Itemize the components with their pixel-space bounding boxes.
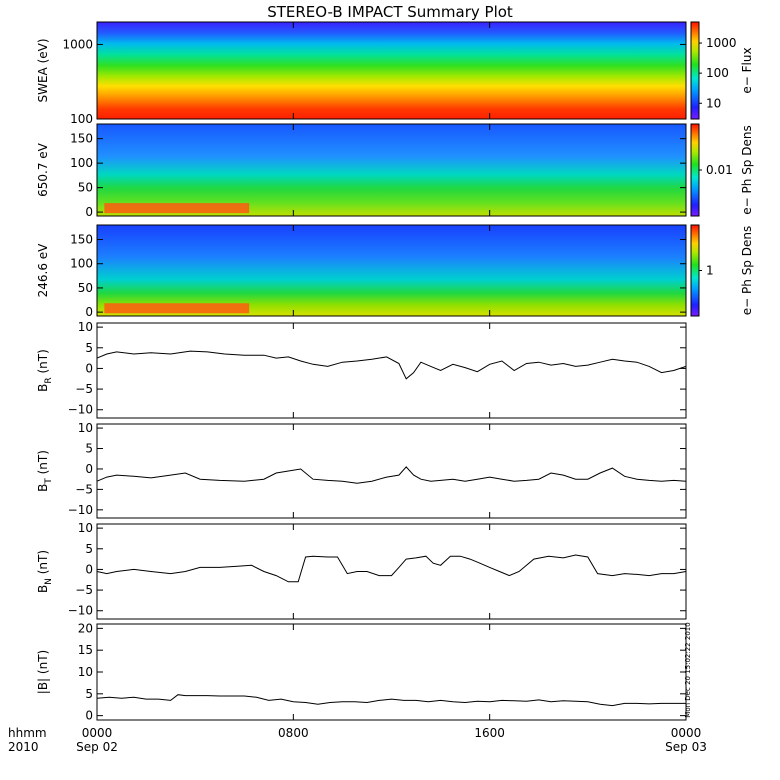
y-tick-label: 100	[70, 156, 93, 170]
y-tick-label: 10	[78, 320, 93, 334]
x-tick-label: 1600	[474, 726, 505, 740]
y-tick-label: 10	[78, 521, 93, 535]
x-tick-date-label: Sep 02	[76, 740, 118, 754]
panel-frame	[96, 21, 687, 120]
y-tick-label: 5	[85, 687, 93, 701]
x-tick-date-label: Sep 03	[665, 740, 707, 754]
y-tick-label: 20	[78, 621, 93, 635]
y-tick-label: 50	[78, 181, 93, 195]
timestamp-stamp: Mon Dec 20 15:02:22 2010	[684, 622, 692, 717]
heatmap-image	[97, 225, 686, 316]
series-line	[96, 466, 687, 484]
panel-6: −10 −5 0 5 10 BN (nT)	[36, 521, 687, 620]
y-tick-label: 5	[85, 341, 93, 355]
y-axis-label: |B| (nT)	[36, 650, 50, 694]
x-tick-label: 0000	[82, 726, 113, 740]
y-tick-label: 0	[85, 205, 93, 219]
colorbar-label: e− Flux	[740, 47, 754, 93]
y-tick-label: 150	[70, 132, 93, 146]
colorbar-tick-label: 1	[706, 264, 714, 278]
colorbar-label: e− Ph Sp Dens	[740, 125, 754, 214]
plot-title: STEREO-B IMPACT Summary Plot	[267, 3, 513, 21]
y-axis-label: BT (nT)	[36, 450, 54, 492]
y-tick-label: 1000	[62, 37, 93, 51]
panel-5: −10 −5 0 5 10 BT (nT)	[36, 421, 687, 519]
x-corner-label-year: 2010	[8, 740, 39, 754]
panel-frame	[96, 623, 687, 721]
y-tick-label: 5	[85, 542, 93, 556]
panel-2: 0.01 e− Ph Sp Dens 0 50 100 150 650.7 eV	[36, 123, 754, 219]
y-tick-label: 0	[85, 361, 93, 375]
colorbar-tick-label: 1000	[706, 36, 737, 50]
series-line	[96, 694, 686, 707]
colorbar-tick-label: 0.01	[706, 163, 733, 177]
series-line	[96, 554, 687, 583]
y-tick-label: 150	[70, 233, 93, 247]
colorbar-label: e− Ph Sp Dens	[740, 226, 754, 315]
heatmap-image	[97, 22, 686, 119]
y-tick-label: 0	[85, 562, 93, 576]
y-tick-label: −10	[68, 604, 93, 618]
panel-frame	[96, 224, 687, 317]
y-tick-label: 5	[85, 442, 93, 456]
panel-frame	[96, 322, 687, 419]
panel-frame	[96, 423, 687, 519]
panel-frame	[96, 123, 687, 217]
y-tick-label: 0	[85, 709, 93, 723]
y-tick-label: −5	[75, 382, 93, 396]
y-tick-label: 100	[70, 112, 93, 126]
y-tick-label: 10	[78, 665, 93, 679]
y-tick-label: 10	[78, 421, 93, 435]
y-axis-label: 650.7 eV	[36, 142, 50, 197]
panel-7: 0 5 10 15 20 |B| (nT)	[36, 621, 687, 723]
x-tick-label: 0800	[278, 726, 309, 740]
series-line	[96, 350, 687, 380]
panel-3: 1 e− Ph Sp Dens 0 50 100 150 246.6 eV	[36, 224, 754, 319]
colorbar: 0.01 e− Ph Sp Dens	[690, 123, 754, 217]
heatmap-hot-band	[104, 303, 250, 314]
panel-frame	[96, 523, 687, 620]
y-tick-label: −10	[68, 403, 93, 417]
y-tick-label: −5	[75, 583, 93, 597]
y-axis-label: BN (nT)	[36, 550, 54, 593]
colorbar: 1 e− Ph Sp Dens	[690, 224, 754, 317]
y-tick-label: 15	[78, 643, 93, 657]
y-axis-label: 246.6 eV	[36, 243, 50, 298]
y-axis-label: BR (nT)	[36, 349, 54, 392]
y-tick-label: −10	[68, 503, 93, 517]
y-axis-label: SWEA (eV)	[36, 38, 50, 102]
x-corner-label-hhmm: hhmm	[8, 726, 47, 740]
colorbar-tick-label: 100	[706, 66, 729, 80]
y-tick-label: 0	[85, 462, 93, 476]
y-tick-label: 0	[85, 305, 93, 319]
heatmap-image	[97, 124, 686, 216]
y-tick-label: 50	[78, 281, 93, 295]
panel-4: −10 −5 0 5 10 BR (nT)	[36, 320, 687, 419]
x-tick-label: 0000	[671, 726, 702, 740]
colorbar-tick-label: 10	[706, 96, 721, 110]
y-tick-label: 100	[70, 257, 93, 271]
y-tick-label: −5	[75, 482, 93, 496]
heatmap-hot-band	[104, 203, 250, 214]
